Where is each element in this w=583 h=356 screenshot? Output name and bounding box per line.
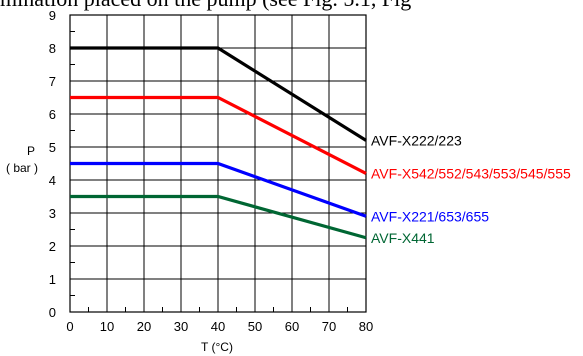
x-tick-label: 0 xyxy=(66,319,73,334)
series-label: AVF-X222/223 xyxy=(371,132,462,148)
x-tick-label: 50 xyxy=(248,319,262,334)
y-axis-label: P xyxy=(27,144,35,158)
x-tick-label: 10 xyxy=(100,319,114,334)
series-label: AVF-X221/653/655 xyxy=(371,208,489,224)
series-line xyxy=(70,194,367,240)
series-labels: AVF-X222/223 AVF-X542/552/543/553/545/555… xyxy=(371,132,571,245)
x-axis-label: T (°C) xyxy=(201,340,233,354)
y-tick-label: 6 xyxy=(49,107,56,122)
tick-labels: 0 10 20 30 40 50 60 70 80 0 1 2 3 4 5 6 7 8 9 xyxy=(49,8,373,334)
series-line xyxy=(70,46,367,142)
x-tick-label: 40 xyxy=(211,319,225,334)
series-label: AVF-X441 xyxy=(371,230,435,246)
y-tick-label: 5 xyxy=(49,140,56,155)
y-tick-label: 0 xyxy=(49,305,56,320)
series-line xyxy=(70,161,367,218)
y-tick-label: 8 xyxy=(49,41,56,56)
y-axis-unit-label: ( bar ) xyxy=(6,161,38,175)
y-tick-label: 7 xyxy=(49,74,56,89)
series-label: AVF-X542/552/543/553/545/555 xyxy=(371,165,571,181)
x-tick-label: 80 xyxy=(359,319,373,334)
y-tick-label: 4 xyxy=(49,173,56,188)
x-tick-label: 70 xyxy=(322,319,336,334)
y-tick-label: 9 xyxy=(49,8,56,23)
y-tick-label: 3 xyxy=(49,206,56,221)
x-tick-label: 20 xyxy=(137,319,151,334)
y-tick-label: 2 xyxy=(49,239,56,254)
x-tick-label: 30 xyxy=(174,319,188,334)
x-tick-label: 60 xyxy=(285,319,299,334)
y-tick-label: 1 xyxy=(49,272,56,287)
caption-text-fragment: mination placed on the pump (see Fig. 5.… xyxy=(0,0,583,12)
series-lines xyxy=(70,46,367,240)
series-line xyxy=(70,95,367,175)
